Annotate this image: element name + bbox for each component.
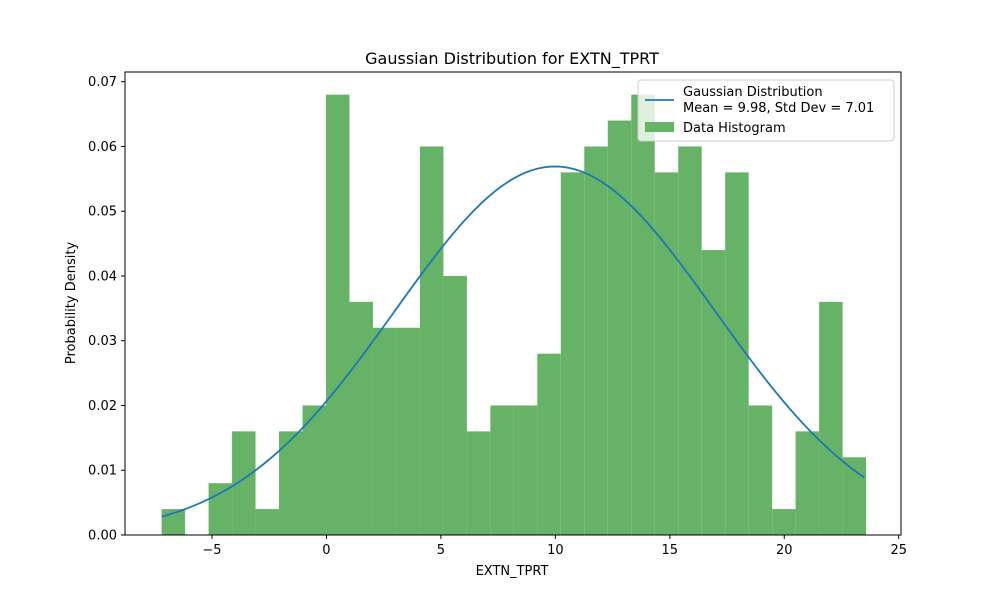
histogram-bar — [396, 327, 420, 535]
histogram-bar — [654, 172, 679, 535]
histogram-bar — [325, 94, 350, 535]
legend-box — [637, 79, 895, 142]
x-tick-label: 0 — [322, 543, 330, 558]
histogram-bars — [161, 94, 867, 536]
x-tick-label: 15 — [662, 543, 679, 558]
histogram-bar — [513, 405, 538, 535]
y-tick-label: 0.01 — [88, 464, 117, 479]
x-axis-ticks: −5 0 5 10 15 20 25 — [202, 535, 907, 558]
y-tick-label: 0.06 — [88, 140, 117, 155]
histogram-bar — [419, 146, 444, 535]
gaussian-curve — [161, 165, 865, 518]
histogram-bar — [490, 405, 514, 535]
histogram-bar — [255, 509, 280, 535]
histogram-bar — [725, 172, 749, 535]
histogram-bar — [607, 120, 632, 535]
legend-gaussian-label: Gaussian Distribution — [683, 85, 823, 100]
histogram-bar — [560, 172, 585, 535]
histogram-bar — [701, 250, 726, 536]
histogram-bar — [842, 457, 867, 535]
x-tick-label: 10 — [547, 543, 564, 558]
y-tick-label: 0.00 — [88, 529, 117, 544]
y-tick-label: 0.07 — [88, 75, 117, 90]
x-axis-label: EXTN_TPRT — [476, 564, 549, 579]
histogram-bar — [372, 327, 397, 535]
y-tick-label: 0.04 — [88, 269, 117, 284]
histogram-bar — [678, 146, 702, 535]
histogram-bar — [302, 405, 326, 535]
histogram-bar — [772, 509, 796, 535]
x-tick-label: −5 — [202, 543, 221, 558]
histogram-bar — [349, 301, 373, 535]
axes-frame — [124, 71, 902, 536]
y-axis-label: Probability Density — [64, 242, 79, 365]
x-tick-label: 25 — [890, 543, 907, 558]
histogram-bar — [584, 146, 608, 535]
histogram-bar — [208, 483, 233, 535]
chart-title: Gaussian Distribution for EXTN_TPRT — [365, 49, 659, 69]
histogram-bar — [443, 275, 467, 535]
y-tick-label: 0.03 — [88, 334, 117, 349]
histogram-bar — [279, 431, 303, 535]
histogram-bar — [748, 405, 773, 535]
histogram-bar — [631, 94, 655, 535]
y-tick-label: 0.05 — [88, 205, 117, 220]
x-tick-label: 20 — [776, 543, 793, 558]
legend-histogram-swatch — [645, 122, 674, 132]
y-tick-label: 0.02 — [88, 399, 117, 414]
x-tick-label: 5 — [437, 543, 445, 558]
legend-histogram-label: Data Histogram — [683, 121, 786, 136]
histogram-bar — [819, 301, 843, 535]
y-axis-ticks: 0.00 0.01 0.02 0.03 0.04 0.05 0.06 0.07 — [88, 75, 125, 544]
histogram-bar — [537, 353, 561, 535]
legend-gaussian-stats: Mean = 9.98, Std Dev = 7.01 — [683, 101, 874, 116]
legend: Gaussian Distribution Mean = 9.98, Std D… — [637, 79, 895, 142]
histogram-bar — [466, 431, 491, 535]
histogram-bar — [795, 431, 820, 535]
histogram-bar — [232, 431, 256, 535]
